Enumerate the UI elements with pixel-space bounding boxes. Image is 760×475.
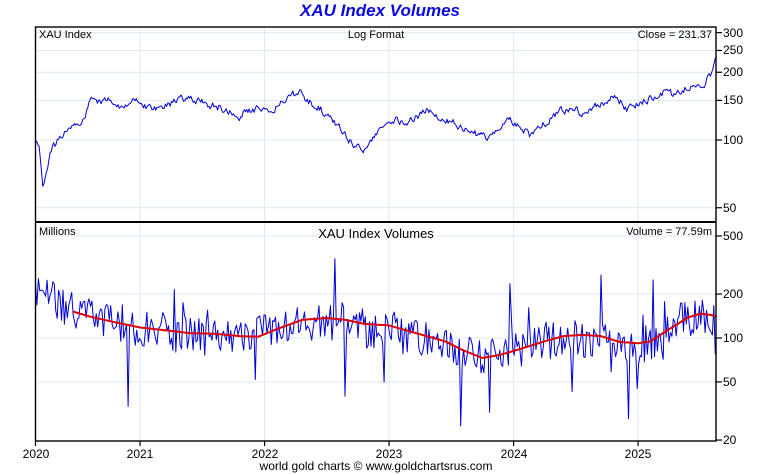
y-tick-label-volume-20: 20: [723, 433, 737, 447]
y-tick-label-price-300: 300: [723, 26, 744, 40]
x-tick-label-2023: 2023: [375, 447, 403, 461]
y-tick-label-volume-200: 200: [723, 287, 744, 301]
y-tick-label-volume-100: 100: [723, 331, 744, 345]
y-tick-label-price-200: 200: [723, 65, 744, 79]
chart-title: XAU Index Volumes: [300, 1, 460, 20]
y-tick-label-price-100: 100: [723, 133, 744, 147]
x-tick-label-2020: 2020: [22, 447, 50, 461]
y-tick-label-price-150: 150: [723, 93, 744, 107]
y-tick-label-volume-500: 500: [723, 229, 744, 243]
x-tick-label-2022: 2022: [251, 447, 279, 461]
x-tick-label-2021: 2021: [126, 447, 154, 461]
y-tick-label-volume-50: 50: [723, 375, 737, 389]
x-tick-label-2024: 2024: [500, 447, 528, 461]
source-attribution: world gold charts © www.goldchartsrus.co…: [259, 459, 493, 473]
y-tick-label-price-50: 50: [723, 201, 737, 215]
x-tick-label-2025: 2025: [624, 447, 652, 461]
y-tick-label-price-250: 250: [723, 43, 744, 57]
